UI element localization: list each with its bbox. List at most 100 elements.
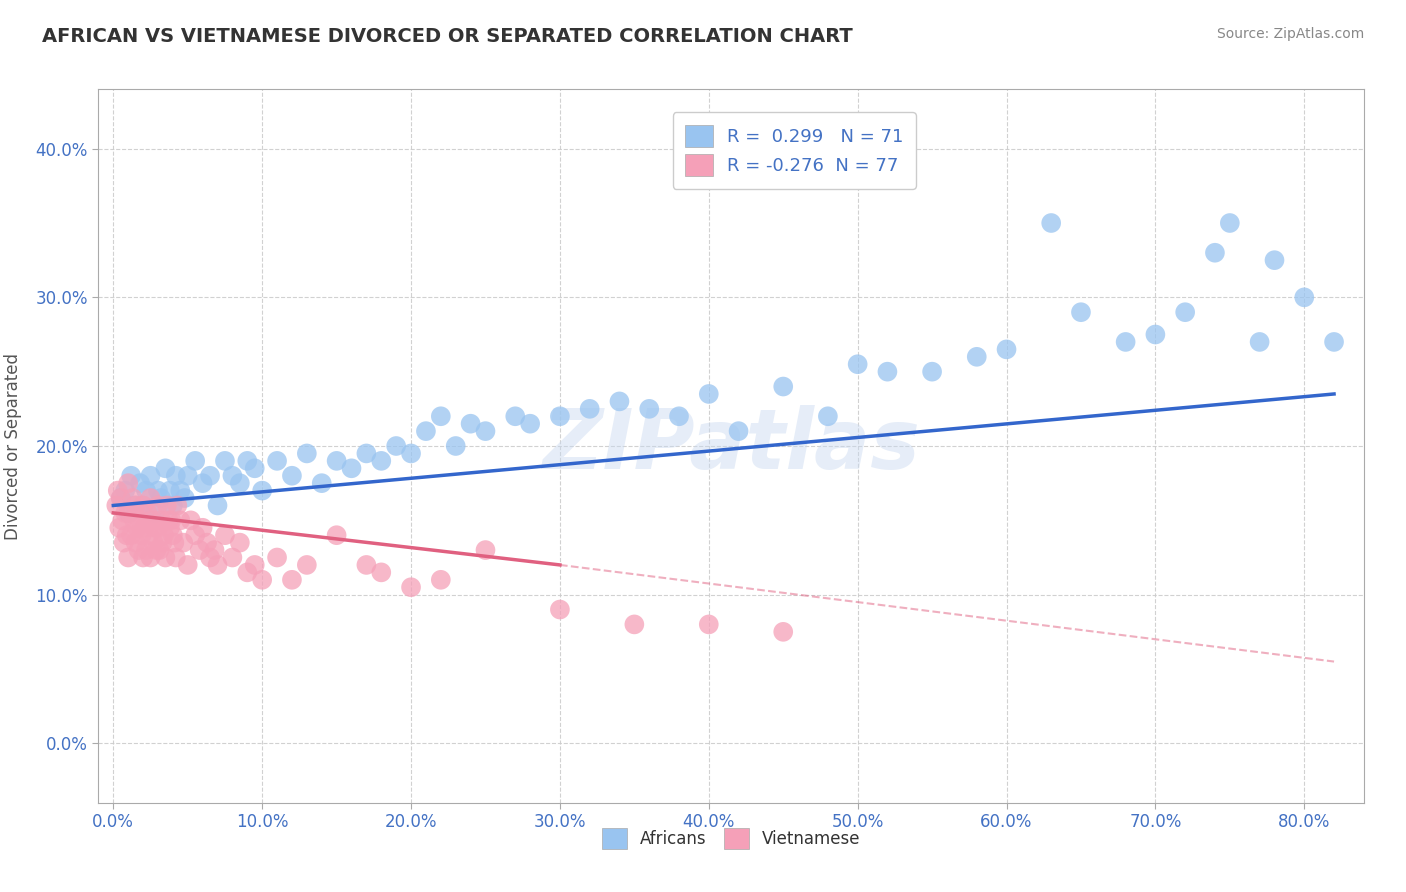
Point (108, 521, 131, 535)
Point (1249, 334, 1271, 349)
Point (668, 409, 690, 424)
Point (370, 454, 392, 468)
Point (281, 468, 304, 483)
Point (1204, 245, 1226, 260)
Point (817, 409, 839, 424)
Point (146, 521, 169, 535)
Point (281, 573, 304, 587)
Point (214, 454, 236, 468)
Point (221, 468, 243, 483)
Point (214, 528, 236, 542)
Point (114, 506, 136, 520)
Point (110, 491, 132, 505)
Point (1294, 290, 1316, 304)
Point (266, 454, 288, 468)
Point (124, 499, 146, 513)
Point (159, 521, 181, 535)
Point (117, 476, 139, 491)
Point (120, 468, 142, 483)
Point (128, 543, 150, 558)
Point (415, 424, 437, 438)
Point (1040, 216, 1063, 230)
Point (127, 521, 149, 535)
Point (399, 446, 422, 460)
Point (111, 513, 134, 527)
Point (295, 558, 318, 572)
Point (430, 409, 453, 424)
Point (152, 535, 174, 549)
Point (184, 454, 207, 468)
Point (578, 401, 600, 416)
Point (846, 357, 869, 371)
Point (229, 476, 252, 491)
Point (204, 543, 226, 558)
Point (356, 446, 378, 460)
Point (135, 483, 157, 498)
Point (169, 483, 191, 498)
Point (180, 513, 202, 527)
Point (157, 513, 180, 527)
Point (697, 617, 720, 632)
Point (143, 521, 166, 535)
Point (115, 528, 138, 542)
Point (146, 499, 169, 513)
Point (162, 499, 184, 513)
Legend: Africans, Vietnamese: Africans, Vietnamese (592, 818, 870, 859)
Point (165, 550, 187, 565)
Point (136, 506, 159, 520)
Point (173, 491, 195, 505)
Point (112, 535, 135, 549)
Point (124, 499, 146, 513)
Point (1263, 253, 1285, 268)
Point (311, 476, 333, 491)
Point (162, 528, 184, 542)
Point (110, 491, 132, 505)
Point (107, 483, 129, 498)
Point (697, 387, 720, 401)
Point (727, 424, 749, 438)
Text: AFRICAN VS VIETNAMESE DIVORCED OR SEPARATED CORRELATION CHART: AFRICAN VS VIETNAMESE DIVORCED OR SEPARA… (42, 27, 853, 45)
Point (1323, 334, 1346, 349)
Point (188, 543, 211, 558)
Point (430, 573, 453, 587)
Point (129, 476, 152, 491)
Point (995, 343, 1018, 357)
Point (149, 513, 172, 527)
Point (250, 483, 273, 498)
Point (399, 580, 422, 594)
Point (129, 513, 152, 527)
Point (132, 499, 155, 513)
Point (141, 513, 163, 527)
Point (132, 550, 155, 565)
Point (325, 528, 347, 542)
Point (177, 558, 200, 572)
Point (160, 513, 183, 527)
Point (191, 476, 214, 491)
Point (198, 468, 221, 483)
Point (114, 483, 136, 498)
Point (207, 558, 229, 572)
Point (139, 468, 162, 483)
Point (772, 624, 794, 639)
Point (148, 543, 170, 558)
Point (207, 499, 229, 513)
Point (548, 602, 571, 616)
Point (177, 468, 200, 483)
Point (172, 535, 194, 549)
Point (1115, 334, 1137, 349)
Point (135, 543, 157, 558)
Point (1070, 305, 1092, 319)
Point (142, 535, 165, 549)
Point (132, 499, 155, 513)
Point (385, 439, 408, 453)
Point (921, 365, 943, 379)
Point (474, 543, 496, 558)
Point (876, 365, 898, 379)
Point (370, 566, 392, 580)
Point (609, 394, 631, 409)
Point (145, 543, 167, 558)
Point (165, 468, 187, 483)
Point (139, 550, 162, 565)
Point (191, 521, 214, 535)
Point (356, 558, 378, 572)
